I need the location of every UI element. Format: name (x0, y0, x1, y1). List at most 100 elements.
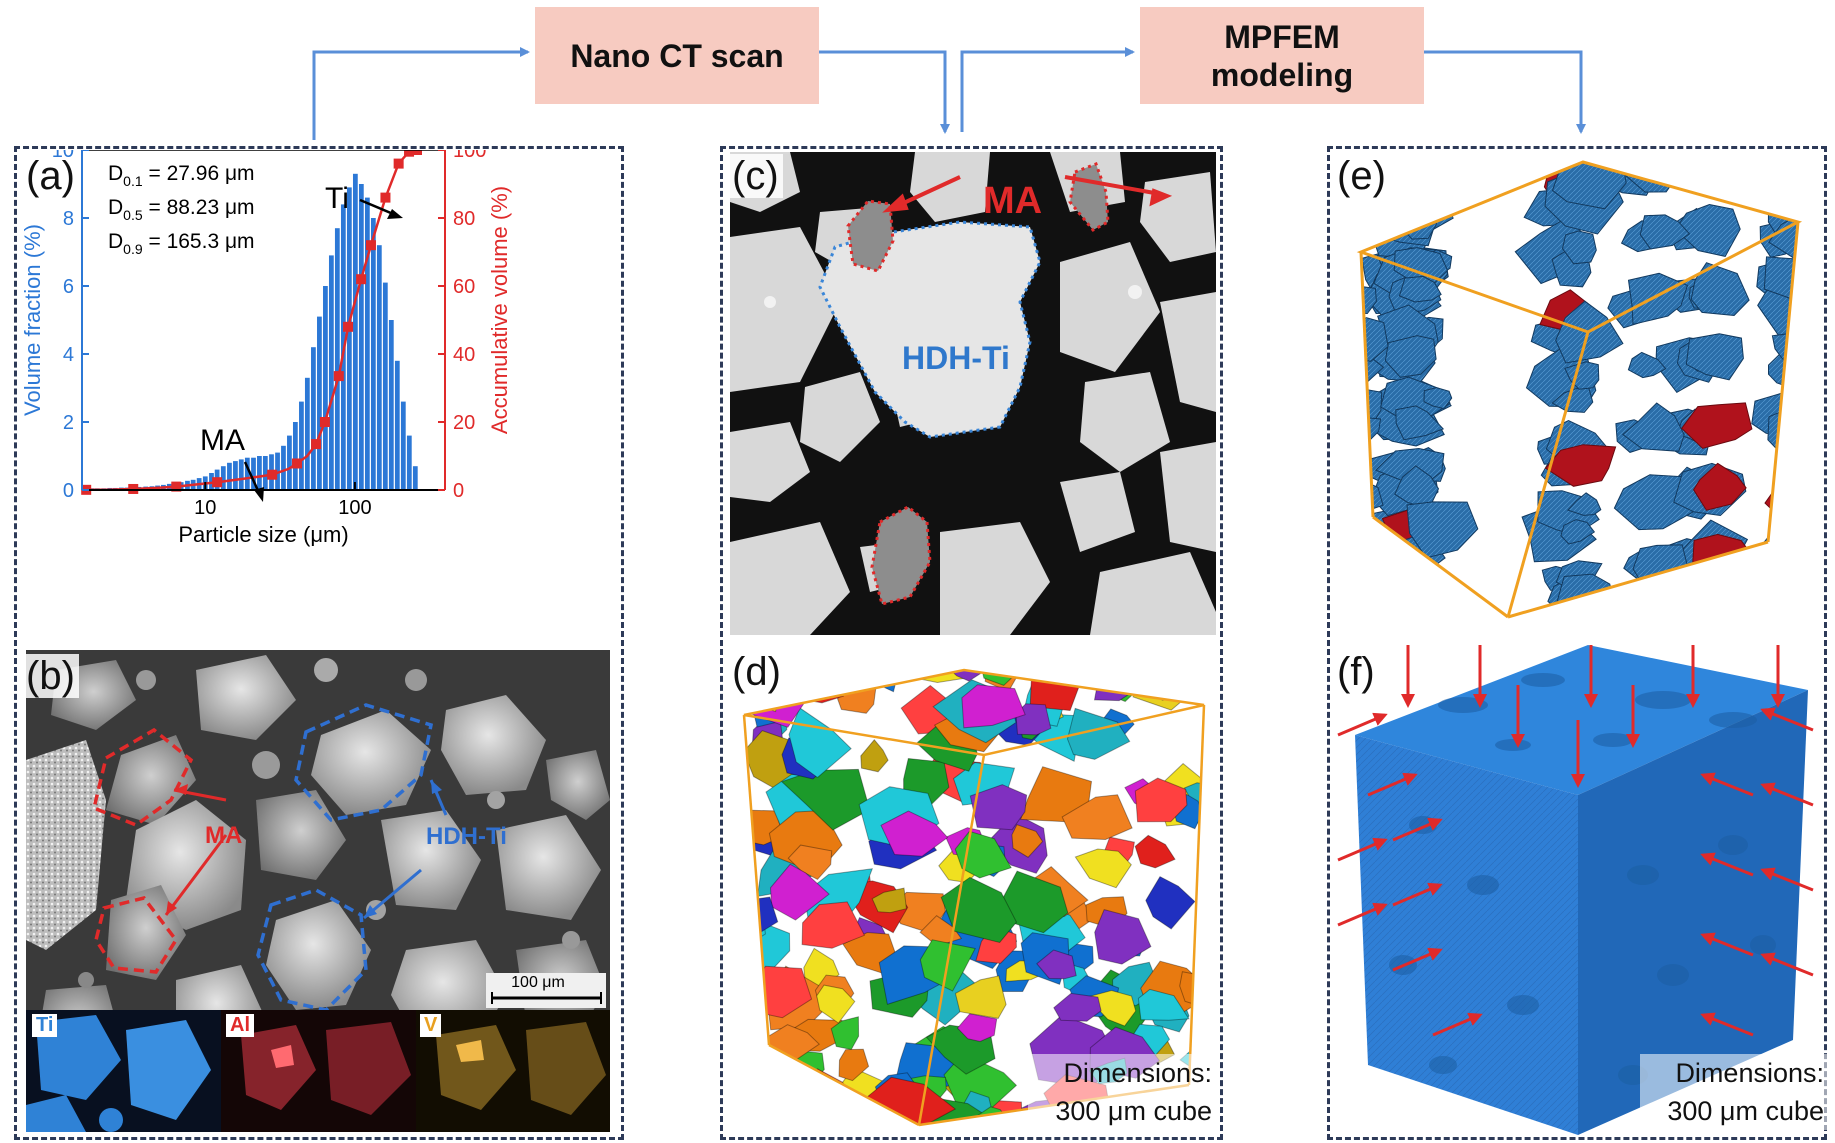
mesh-particle-ti (1561, 230, 1597, 265)
volume-bar (400, 401, 406, 490)
volume-bar (251, 457, 256, 490)
segmented-particle (780, 768, 871, 831)
panel-label-d: (d) (732, 650, 781, 694)
sem-image (26, 650, 610, 1132)
accumulative-marker (356, 274, 367, 285)
mesh-particle-ti (1406, 501, 1479, 559)
connector-mpfem-to-e (1424, 50, 1586, 134)
mesh-particle-ti (1567, 492, 1602, 516)
annotation-ti: Ti (325, 182, 349, 215)
segmented-particle (880, 810, 949, 857)
segmented-particle (871, 887, 907, 914)
panel-right-frame (1327, 146, 1827, 1140)
panel-label-c: (c) (728, 154, 783, 198)
annotation-ma: MA (200, 424, 245, 457)
y-tick-label: 4 (63, 344, 74, 366)
mesh-particle-ti (1560, 519, 1596, 545)
mesh-particle-ti (1621, 402, 1685, 452)
segmented-particle (1094, 909, 1152, 965)
segmented-particle (1134, 834, 1176, 869)
hdh-outline-2 (256, 888, 368, 1012)
ct-hdh-label: HDH-Ti (902, 340, 1010, 376)
volume-bar (304, 377, 310, 490)
connector-a-to-ct (312, 47, 530, 140)
segmented-particle (1053, 992, 1102, 1022)
y-tick-label: 8 (63, 208, 74, 230)
volume-bar (334, 228, 340, 490)
y2-tick-label: 80 (453, 208, 475, 230)
mesh-cube-image (1333, 152, 1821, 635)
accumulative-marker (412, 150, 423, 155)
cube-d-dim-line2: 300 μm cube (1055, 1096, 1212, 1126)
accumulative-marker (212, 477, 223, 488)
segmented-particle (1036, 949, 1077, 980)
mesh-particle-ti (1627, 351, 1667, 379)
segmented-cube-image (724, 645, 1220, 1135)
ct-ma-1 (846, 199, 895, 273)
y2-tick-label: 40 (453, 344, 475, 366)
segmented-particle (954, 975, 1007, 1019)
volume-bar (275, 452, 280, 490)
mesh-particle-ti (1423, 387, 1453, 410)
volume-bar (238, 459, 244, 490)
mesh-particle-ma (1693, 462, 1747, 511)
panel-left-frame (14, 146, 624, 1140)
volume-bar (244, 457, 250, 490)
volume-bar (209, 473, 214, 490)
accumulative-marker (128, 483, 139, 494)
accumulative-marker (380, 192, 391, 203)
mesh-particle-ti (1613, 474, 1693, 531)
annotation-ma-arrowhead (254, 487, 264, 502)
segmented-particle (801, 901, 866, 949)
volume-bar (358, 184, 364, 490)
volume-bar (328, 255, 334, 490)
y2-tick-label: 0 (453, 480, 464, 502)
segmented-particle (830, 1016, 860, 1051)
ct-ma-2 (1068, 162, 1110, 232)
volume-bar (281, 445, 286, 490)
eds-map-v (416, 1010, 610, 1132)
y2-axis-label: Accumulative volume (%) (487, 186, 512, 434)
panel-label-a: (a) (26, 154, 75, 198)
volume-bar (412, 466, 418, 490)
segmented-particle (838, 1048, 870, 1082)
mesh-particle-ma (1681, 402, 1753, 449)
cube-f-front (1355, 735, 1578, 1135)
accumulative-marker (393, 158, 404, 169)
accumulative-marker (311, 439, 322, 450)
mpfem-label-line2: modeling (1210, 56, 1354, 93)
x-tick-label: 100 (338, 497, 371, 519)
volume-bar (394, 360, 400, 490)
volume-bar (299, 401, 304, 490)
nano-ct-scan-box: Nano CT scan (535, 7, 819, 104)
x-tick-label: 10 (194, 497, 216, 519)
ct-ma-overlay (846, 162, 1173, 606)
cube-f-dimensions: Dimensions: 300 μm cube (1640, 1054, 1828, 1130)
cube-f-top (1355, 645, 1808, 795)
accumulative-marker (333, 371, 344, 382)
accumulative-marker (404, 150, 415, 157)
ct-ma-3 (870, 505, 932, 606)
volume-bar (220, 466, 226, 490)
segmented-particle (941, 670, 985, 682)
cube-f-dim-line1: Dimensions: (1675, 1058, 1824, 1088)
sem-particles (26, 655, 610, 1090)
y-tick-label: 6 (63, 276, 74, 298)
panel-label-e: (e) (1337, 154, 1386, 198)
volume-bar (364, 197, 370, 490)
ct-hdh-particle (818, 220, 1042, 439)
accumulative-marker (291, 458, 302, 469)
cube-d-dimensions: Dimensions: 300 μm cube (1028, 1054, 1216, 1130)
eds-label-ti: Ti (32, 1014, 58, 1037)
y-tick-label: 10 (52, 150, 74, 162)
accumulative-marker (365, 240, 376, 251)
connector-ct-to-c (819, 50, 950, 134)
volume-bar (388, 320, 394, 490)
accumulative-marker (319, 417, 330, 427)
cube-d-dim-line1: Dimensions: (1063, 1058, 1212, 1088)
hdh-outline-1 (294, 703, 434, 822)
volume-bar (287, 435, 292, 490)
mesh-particle-ti (1639, 214, 1691, 250)
eds-label-v: V (420, 1014, 442, 1037)
segmented-particle (787, 844, 833, 881)
